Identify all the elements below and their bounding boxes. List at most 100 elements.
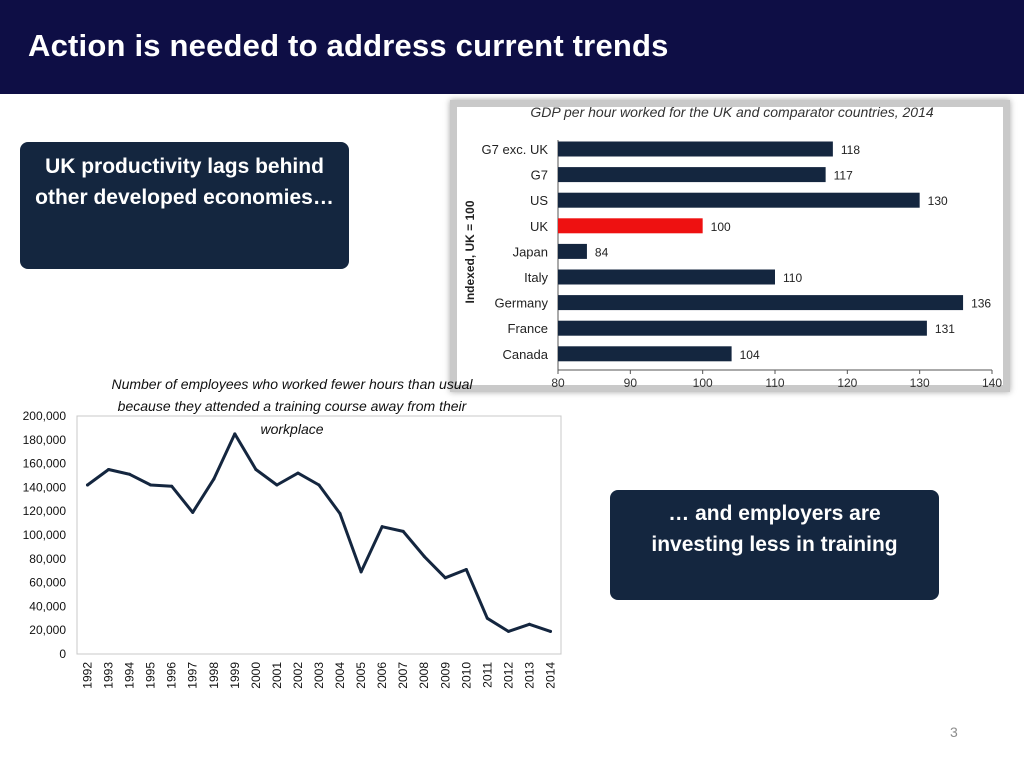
gdp-bar: [558, 269, 775, 285]
gdp-data-label: 118: [841, 143, 860, 157]
gdp-bar: [558, 167, 826, 183]
line-chart-y-tick-label: 40,000: [29, 599, 66, 613]
line-chart-point: [527, 622, 531, 626]
line-chart-x-tick-label: 2005: [354, 662, 368, 689]
gdp-data-label: 110: [783, 271, 802, 285]
gdp-data-label: 104: [740, 348, 760, 362]
line-chart-y-tick-label: 100,000: [23, 528, 67, 542]
line-chart-y-tick-label: 140,000: [23, 480, 67, 494]
line-chart-y-tick-label: 20,000: [29, 623, 66, 637]
gdp-bar: [558, 295, 964, 311]
line-chart-y-tick-label: 80,000: [29, 552, 66, 566]
line-chart-series-line: [86, 432, 552, 633]
gdp-chart-frame: [450, 100, 1010, 392]
line-chart-x-tick-label: 1996: [165, 662, 179, 689]
line-chart-point: [317, 483, 321, 487]
line-chart-x-tick-label: 2014: [543, 662, 557, 689]
line-chart-title-line: because they attended a training course …: [118, 398, 468, 414]
gdp-x-tick-label: 120: [837, 376, 857, 390]
gdp-data-label: 130: [928, 194, 948, 208]
gdp-category-label: Japan: [513, 244, 548, 259]
line-chart-x-tick-label: 2000: [249, 662, 263, 689]
line-chart-point: [107, 468, 111, 472]
gdp-data-label: 131: [935, 322, 955, 336]
line-chart-x-tick-label: 1999: [228, 662, 242, 689]
line-chart-y-tick-label: 60,000: [29, 576, 66, 590]
line-chart-y-tick-label: 200,000: [23, 409, 67, 423]
line-chart-point: [212, 477, 216, 481]
line-chart-x-tick-label: 2009: [438, 662, 452, 689]
line-chart-point: [380, 525, 384, 529]
gdp-x-tick-label: 80: [551, 376, 565, 390]
gdp-x-tick-label: 90: [624, 376, 638, 390]
line-chart-point: [149, 483, 153, 487]
line-chart-x-tick-label: 2012: [501, 662, 515, 689]
line-chart-point: [548, 629, 552, 633]
line-chart-x-tick-label: 2004: [333, 662, 347, 689]
line-chart-x-tick-label: 1993: [102, 662, 116, 689]
line-chart-x-tick-label: 2007: [396, 662, 410, 689]
line-chart-x-tick-label: 1997: [186, 662, 200, 689]
line-chart-point: [296, 471, 300, 475]
productivity-callout: UK productivity lags behind other develo…: [20, 142, 349, 269]
gdp-category-label: G7 exc. UK: [482, 142, 549, 157]
line-chart-point: [170, 484, 174, 488]
gdp-bar: [558, 243, 587, 259]
gdp-bar: [558, 192, 920, 208]
gdp-category-label: France: [508, 321, 548, 336]
line-chart-point: [275, 483, 279, 487]
gdp-category-label: US: [530, 193, 548, 208]
gdp-x-tick-label: 110: [765, 376, 784, 390]
line-chart-point: [401, 529, 405, 533]
line-chart-point: [506, 629, 510, 633]
line-chart-point: [485, 616, 489, 620]
line-chart-point: [443, 576, 447, 580]
line-chart-x-tick-label: 1995: [144, 662, 158, 689]
line-chart-point: [128, 472, 132, 476]
line-chart-x-tick-label: 2013: [522, 662, 536, 689]
line-chart-point: [422, 554, 426, 558]
line-chart-y-tick-label: 160,000: [23, 457, 67, 471]
line-chart-x-tick-label: 2002: [291, 662, 305, 689]
line-chart-point: [233, 432, 237, 436]
training-callout-text: … and employers are investing less in tr…: [651, 502, 898, 556]
gdp-bar: [558, 141, 833, 157]
gdp-x-tick-label: 130: [910, 376, 930, 390]
line-chart-point: [359, 570, 363, 574]
line-chart-x-tick-label: 2001: [270, 662, 284, 689]
gdp-category-label: Italy: [524, 270, 548, 285]
line-chart-x-tick-label: 2008: [417, 662, 431, 689]
gdp-data-label: 136: [971, 297, 991, 311]
line-chart-x-tick-label: 2003: [312, 662, 326, 689]
training-callout: … and employers are investing less in tr…: [610, 490, 939, 600]
line-chart-x-tick-label: 2010: [459, 662, 473, 689]
slide-title: Action is needed to address current tren…: [28, 28, 669, 63]
productivity-callout-text: UK productivity lags behind other develo…: [35, 155, 334, 209]
page-number: 3: [950, 724, 958, 740]
gdp-chart-title: GDP per hour worked for the UK and compa…: [530, 104, 934, 120]
line-chart-point: [191, 510, 195, 514]
gdp-category-label: UK: [530, 219, 548, 234]
gdp-chart-ylabel: Indexed, UK = 100: [463, 200, 477, 303]
gdp-x-tick-label: 140: [982, 376, 1002, 390]
line-chart-title-line: workplace: [260, 421, 323, 437]
gdp-bar: [558, 218, 703, 234]
gdp-x-tick-label: 100: [693, 376, 713, 390]
gdp-category-label: G7: [531, 168, 548, 183]
title-bar: [0, 0, 1024, 94]
line-chart-point: [86, 483, 90, 487]
line-chart-x-tick-label: 2006: [375, 662, 389, 689]
gdp-bar: [558, 346, 732, 362]
gdp-category-label: Germany: [495, 296, 549, 311]
line-chart-plot-area: [76, 415, 562, 655]
gdp-category-label: Canada: [502, 347, 548, 362]
gdp-data-label: 100: [711, 220, 731, 234]
line-chart-title-line: Number of employees who worked fewer hou…: [111, 376, 473, 392]
line-chart-point: [464, 568, 468, 572]
line-chart-x-tick-label: 1994: [123, 662, 137, 689]
line-chart-y-tick-label: 120,000: [23, 504, 67, 518]
line-chart-x-tick-label: 1992: [81, 662, 95, 689]
line-chart-point: [254, 468, 258, 472]
